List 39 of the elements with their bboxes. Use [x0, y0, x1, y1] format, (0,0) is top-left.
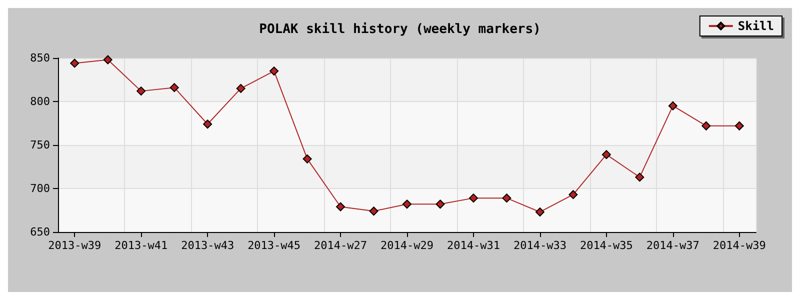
y-tick-label: 800	[30, 95, 50, 108]
point	[568, 190, 578, 200]
y-tick-label: 650	[30, 226, 50, 238]
y-tick-label: 750	[30, 138, 50, 152]
point	[502, 194, 512, 203]
point	[402, 200, 412, 209]
x-tick-label: 2013-w39	[48, 239, 102, 252]
point	[336, 202, 346, 212]
point	[70, 58, 80, 68]
point	[203, 120, 212, 129]
point	[136, 86, 146, 96]
point	[302, 154, 312, 164]
x-tick-label: 2014-w31	[446, 239, 500, 252]
point	[635, 172, 644, 182]
point	[535, 207, 544, 216]
x-tick-label: 2014-w27	[314, 239, 368, 252]
x-tick-label: 2013-w45	[248, 239, 301, 252]
point	[103, 55, 112, 64]
point	[702, 121, 711, 130]
point	[602, 150, 611, 160]
point	[468, 194, 478, 203]
y-tick-label: 850	[30, 52, 50, 64]
point	[270, 66, 279, 76]
x-tick-label: 2013-w43	[181, 239, 234, 252]
point	[170, 83, 179, 92]
point	[236, 84, 246, 93]
x-tick-label: 2014-w37	[646, 239, 700, 252]
x-tick-label: 2014-w39	[712, 239, 766, 252]
x-tick-label: 2014-w33	[513, 239, 566, 252]
point	[668, 101, 678, 110]
x-tick-label: 2014-w29	[380, 239, 434, 252]
point	[436, 200, 445, 209]
chart-title: POLAK skill history (weekly markers)	[259, 22, 541, 37]
legend-label: Skill	[738, 19, 774, 33]
y-tick-label: 700	[30, 182, 50, 195]
x-tick-label: 2014-w35	[580, 239, 633, 252]
x-tick-label: 2013-w41	[114, 239, 168, 252]
point	[369, 206, 378, 216]
point	[734, 121, 744, 130]
